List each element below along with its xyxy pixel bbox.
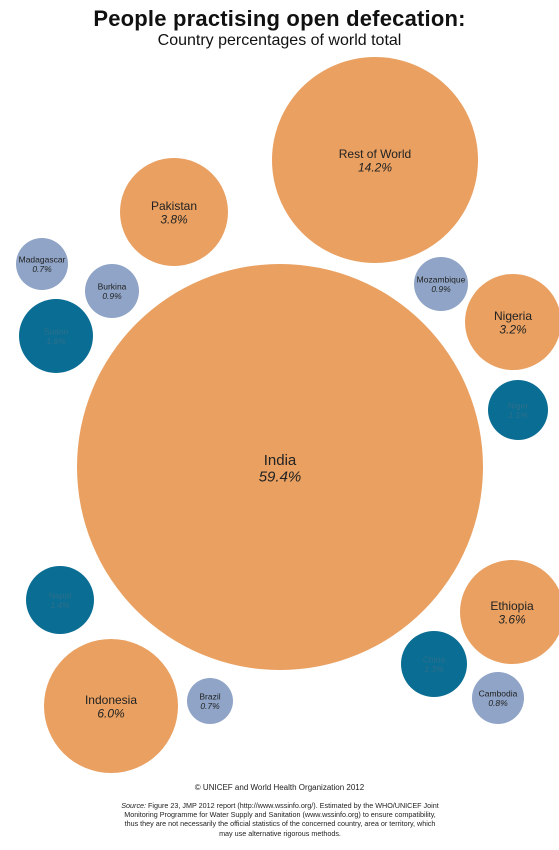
bubble-circle [44,639,178,773]
bubble-circle [187,678,233,724]
bubble-label: China [423,655,445,665]
bubble-label: Brazil [199,692,220,702]
bubble-value: 1.4% [50,600,70,610]
bubble-label: Mozambique [417,275,466,285]
bubble-label: Indonesia [85,693,137,707]
bubble-value: 1.3% [424,664,444,674]
bubble-circle [272,57,478,263]
bubble-value: 1.6% [46,336,66,346]
bubble-label: Niger [508,401,528,411]
bubble-label: Nepal [49,591,71,601]
source-label: Source: [121,801,147,810]
bubble-value: 3.6% [498,612,526,626]
bubble-label: Cambodia [479,689,518,699]
bubble-value: 0.7% [32,264,52,274]
bubble-circle [401,631,467,697]
bubble-label: Ethiopia [490,599,534,613]
chart-title: People practising open defecation: [93,6,466,31]
source-note: Source: Figure 23, JMP 2012 report (http… [120,801,440,838]
bubble-circle [19,299,93,373]
source-text: Figure 23, JMP 2012 report (http://www.w… [124,801,439,838]
bubble-value: 0.9% [431,284,451,294]
bubble-value: 1.1% [508,410,528,420]
bubble-circle [77,264,483,670]
bubble-label: Pakistan [151,199,197,213]
copyright-note: © UNICEF and World Health Organization 2… [194,783,365,792]
bubble-circle [85,264,139,318]
bubble-value: 6.0% [97,706,125,720]
bubble-circle [16,238,68,290]
bubble-value: 14.2% [358,160,392,174]
bubble-label: Nigeria [494,309,532,323]
bubble-label: Sudan [44,327,69,337]
bubble-value: 59.4% [259,468,302,485]
bubble-label: India [264,452,297,469]
bubble-circle [488,380,548,440]
bubble-value: 3.2% [499,322,527,336]
bubble-circle [26,566,94,634]
bubble-label: Rest of World [339,147,411,161]
bubble-value: 3.8% [160,212,188,226]
bubble-circle [472,672,524,724]
bubble-label: Burkina [98,282,127,292]
chart-subtitle: Country percentages of world total [157,32,402,49]
bubble-value: 0.8% [488,698,508,708]
bubble-circle [465,274,559,370]
bubble-label: Madagascar [19,255,66,265]
bubble-circle [414,257,468,311]
bubble-circle [460,560,559,664]
bubble-circle [120,158,228,266]
bubble-value: 0.9% [102,291,122,301]
bubble-value: 0.7% [200,701,220,711]
